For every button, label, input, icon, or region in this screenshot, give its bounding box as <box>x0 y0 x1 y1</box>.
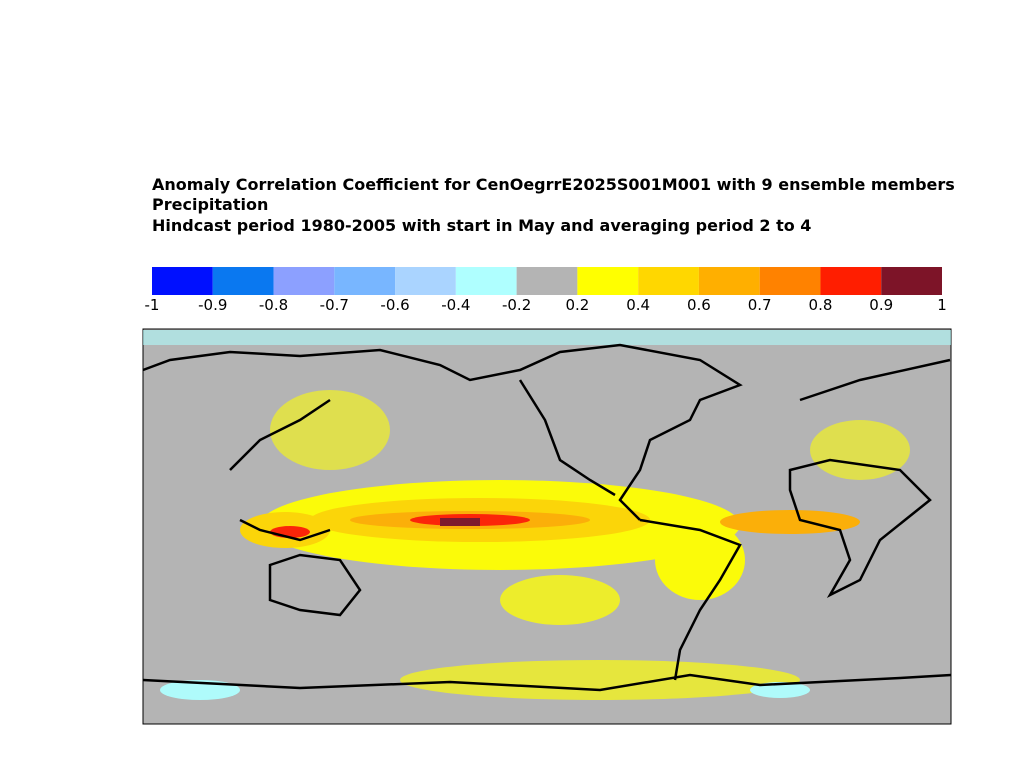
coastlines <box>142 343 952 692</box>
colorbar-segment <box>455 267 517 295</box>
field-patch <box>655 520 745 600</box>
colorbar-segment <box>698 267 760 295</box>
colorbar-tick-label: -0.7 <box>320 296 349 314</box>
colorbar-tick-label: 0.4 <box>626 296 650 314</box>
field-patch <box>500 575 620 625</box>
colorbar-segment <box>273 267 335 295</box>
coastline <box>142 343 743 521</box>
title-line: Anomaly Correlation Coefficient for CenO… <box>152 175 955 194</box>
colorbar-segment <box>334 267 396 295</box>
colorbar: -1 -0.9 -0.8 -0.7 -0.6 -0.4 -0.2 0.2 0.4 0.6 0.7 0.… <box>145 267 947 314</box>
colorbar-segment <box>881 267 942 295</box>
colorbar-segment <box>152 267 213 295</box>
colorbar-tick-label: -0.2 <box>502 296 531 314</box>
coastline <box>268 553 362 617</box>
colorbar-tick-label: 0.8 <box>809 296 833 314</box>
colorbar-tick-label: 0.6 <box>687 296 711 314</box>
field-patch <box>270 526 310 538</box>
colorbar-segment <box>638 267 699 295</box>
field-patch <box>143 330 951 345</box>
colorbar-tick-label: -0.8 <box>259 296 288 314</box>
title-line: Hindcast period 1980-2005 with start in … <box>152 216 811 235</box>
map <box>142 328 952 725</box>
coastline <box>142 673 952 692</box>
title-line: Precipitation <box>152 195 268 214</box>
field-patch <box>440 518 480 526</box>
field-patch <box>400 660 800 700</box>
coastline <box>788 358 951 598</box>
colorbar-segment <box>395 267 456 295</box>
field-patch <box>810 420 910 480</box>
colorbar-segment <box>759 267 821 295</box>
colorbar-tick-label: 1 <box>937 296 947 314</box>
correlation-field <box>143 330 951 700</box>
colorbar-tick-label: 0.9 <box>869 296 893 314</box>
field-patch <box>270 390 390 470</box>
colorbar-segment <box>577 267 639 295</box>
coastline <box>518 379 616 497</box>
colorbar-tick-label: -0.4 <box>441 296 470 314</box>
coastline <box>229 398 331 542</box>
colorbar-segment <box>820 267 882 295</box>
colorbar-tick-label: 0.7 <box>748 296 772 314</box>
colorbar-segment <box>516 267 578 295</box>
colorbar-segment <box>212 267 274 295</box>
coastline <box>639 518 742 681</box>
colorbar-tick-label: 0.2 <box>565 296 589 314</box>
colorbar-tick-label: -0.6 <box>380 296 409 314</box>
field-patch <box>720 510 860 534</box>
colorbar-tick-label: -0.9 <box>198 296 227 314</box>
colorbar-tick-label: -1 <box>145 296 160 314</box>
